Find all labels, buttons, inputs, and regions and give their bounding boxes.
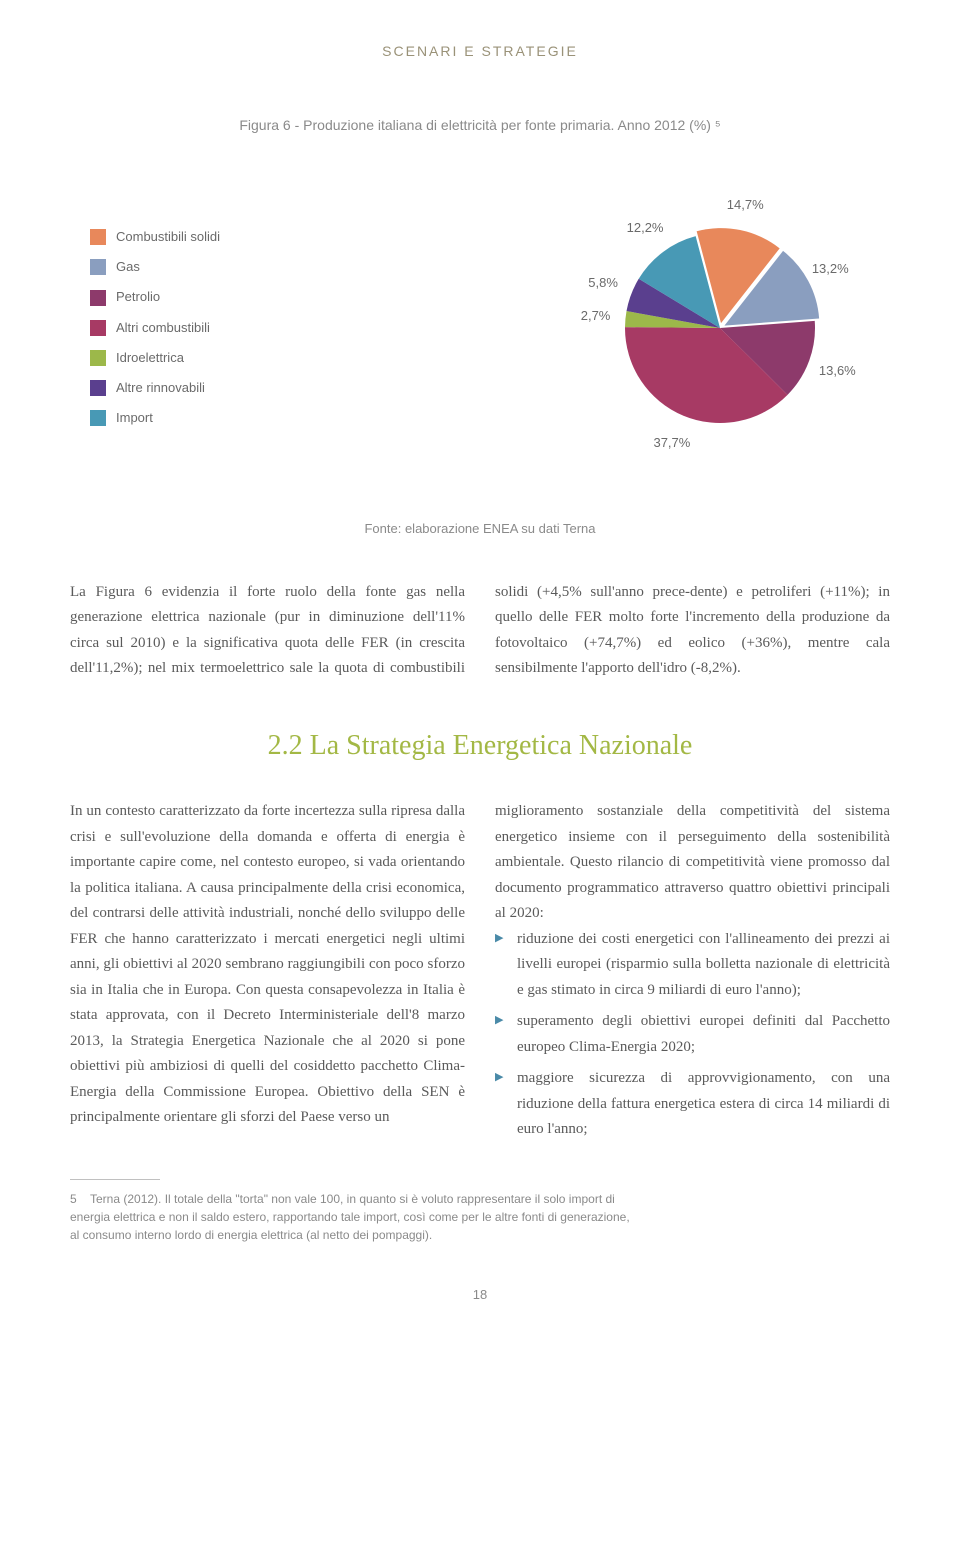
legend-label: Combustibili solidi — [116, 226, 220, 248]
legend-item: Altri combustibili — [90, 317, 220, 339]
section-header: SCENARI E STRATEGIE — [70, 40, 890, 64]
legend-swatch — [90, 229, 106, 245]
pie-slice-label: 37,7% — [653, 432, 690, 454]
list-item: riduzione dei costi energetici con l'all… — [495, 927, 890, 1004]
footnote-divider — [70, 1179, 160, 1180]
legend-swatch — [90, 290, 106, 306]
paragraph-block-1: La Figura 6 evidenzia il forte ruolo del… — [70, 580, 890, 682]
pie-chart: 14,7% 13,2% 13,6% 37,7% 2,7% 5,8% 12,2% — [570, 178, 870, 478]
legend-label: Gas — [116, 256, 140, 278]
pie-slice-label: 13,2% — [812, 258, 849, 280]
list-item: superamento degli obiettivi europei defi… — [495, 1009, 890, 1060]
pie-slice-label: 12,2% — [627, 216, 664, 238]
legend-item: Altre rinnovabili — [90, 377, 220, 399]
column-right: miglioramento sostanziale della competit… — [495, 799, 890, 1149]
legend-swatch — [90, 259, 106, 275]
pie-slice-label: 5,8% — [588, 272, 618, 294]
legend-swatch — [90, 380, 106, 396]
legend-label: Import — [116, 407, 153, 429]
legend-swatch — [90, 350, 106, 366]
chart-source: Fonte: elaborazione ENEA su dati Terna — [70, 518, 890, 540]
legend-item: Gas — [90, 256, 220, 278]
legend-label: Altri combustibili — [116, 317, 210, 339]
legend-label: Altre rinnovabili — [116, 377, 205, 399]
pie-slice-label: 14,7% — [727, 194, 764, 216]
chart-legend: Combustibili solidi Gas Petrolio Altri comb… — [90, 226, 220, 429]
section-title: 2.2 La Strategia Energetica Nazionale — [70, 722, 890, 770]
legend-item: Import — [90, 407, 220, 429]
footnote: 5Terna (2012). Il totale della "torta" n… — [70, 1190, 630, 1244]
page-number: 18 — [70, 1284, 890, 1306]
chart-container: Combustibili solidi Gas Petrolio Altri comb… — [70, 178, 890, 478]
legend-item: Combustibili solidi — [90, 226, 220, 248]
legend-item: Idroelettrica — [90, 347, 220, 369]
legend-label: Petrolio — [116, 286, 160, 308]
column-left: In un contesto caratterizzato da forte i… — [70, 799, 465, 1149]
legend-swatch — [90, 320, 106, 336]
objectives-list: riduzione dei costi energetici con l'all… — [495, 927, 890, 1143]
list-item: maggiore sicurezza di approvvigionamento… — [495, 1066, 890, 1143]
legend-label: Idroelettrica — [116, 347, 184, 369]
footnote-text: Terna (2012). Il totale della "torta" no… — [70, 1192, 630, 1242]
legend-swatch — [90, 410, 106, 426]
figure-caption: Figura 6 - Produzione italiana di elettr… — [70, 114, 890, 138]
body-text: miglioramento sostanziale della competit… — [495, 803, 890, 921]
pie-slice-label: 13,6% — [819, 360, 856, 382]
footnote-number: 5 — [70, 1190, 90, 1208]
legend-item: Petrolio — [90, 286, 220, 308]
pie-slice-label: 2,7% — [581, 305, 611, 327]
